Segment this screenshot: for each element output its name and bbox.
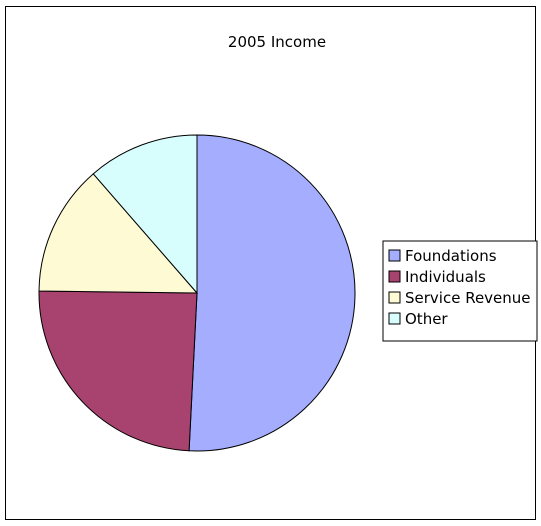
legend: Foundations Individuals Service Revenue Oth… bbox=[382, 240, 538, 342]
pie-slice-service-revenue bbox=[38, 173, 199, 294]
pie-slice-individuals bbox=[38, 290, 198, 452]
legend-swatch-foundations bbox=[388, 249, 401, 262]
pie-slices bbox=[38, 134, 356, 452]
legend-label-other: Other bbox=[405, 310, 448, 328]
legend-swatch-service-revenue bbox=[388, 291, 401, 304]
legend-label-service-revenue: Service Revenue bbox=[405, 289, 531, 307]
legend-label-individuals: Individuals bbox=[405, 268, 486, 286]
legend-label-foundations: Foundations bbox=[405, 247, 497, 265]
legend-box bbox=[382, 240, 538, 342]
chart-title: 2005 Income bbox=[228, 33, 326, 51]
pie-slice-foundations bbox=[188, 134, 356, 452]
pie-slice-other bbox=[92, 134, 198, 295]
legend-swatch-other bbox=[388, 312, 401, 325]
legend-swatch-individuals bbox=[388, 270, 401, 283]
